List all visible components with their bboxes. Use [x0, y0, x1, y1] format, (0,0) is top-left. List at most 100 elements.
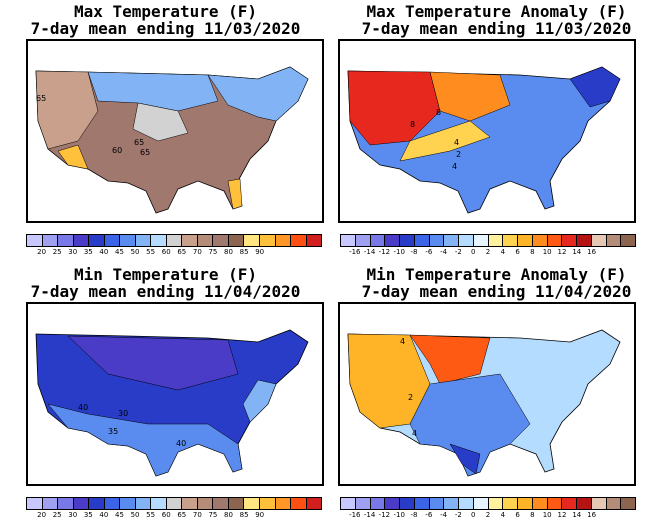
color-bar-tick: 65	[177, 511, 187, 519]
color-swatch	[473, 498, 489, 509]
color-bar-tick: -10	[393, 511, 405, 519]
color-swatch	[27, 235, 43, 246]
color-bar-tick: 60	[161, 511, 171, 519]
region-plains	[132, 102, 189, 142]
map-svg: 8 8 4 2 4	[340, 41, 634, 221]
region-west	[347, 333, 431, 429]
color-bar-tick: 0	[470, 511, 476, 519]
color-swatch	[414, 235, 430, 246]
color-bar-tick: 80	[224, 248, 233, 256]
color-bar-tick: 85	[239, 248, 249, 256]
color-swatch	[73, 235, 90, 246]
color-bar-tick: -2	[454, 248, 462, 256]
color-swatch	[228, 235, 245, 246]
color-bar-tick: -16	[349, 511, 361, 519]
color-bar-tick: 80	[224, 511, 233, 519]
color-bar-ticks: -16 -14 -12 -10 -8 -6 -4 -2 0 2 4 6 8 10 12 14 16	[340, 511, 636, 522]
color-swatch	[166, 235, 183, 246]
panel-min-temp: Min Temperature (F) 7-day mean ending 11…	[0, 263, 331, 526]
map-label: 65	[134, 138, 144, 147]
color-bar-tick: -6	[425, 511, 433, 519]
color-bar-tick: -6	[425, 248, 433, 256]
color-swatch	[42, 235, 59, 246]
color-bar-tick: 70	[192, 248, 202, 256]
color-bar-tick: 45	[115, 248, 124, 256]
color-bar-tick: 35	[83, 511, 93, 519]
map-label: 2	[456, 150, 461, 159]
color-bar-tick: -8	[410, 248, 418, 256]
color-swatch	[488, 498, 504, 509]
color-bar-tick: 16	[587, 511, 597, 519]
region-south	[409, 373, 531, 477]
region-texas	[449, 443, 481, 475]
region-north	[429, 71, 511, 122]
color-bar-tick: -10	[393, 248, 405, 256]
color-swatch	[400, 498, 415, 509]
color-bar	[26, 234, 322, 247]
color-bar-tick: 25	[52, 511, 62, 519]
color-bar-tick: 20	[37, 511, 47, 519]
color-swatch	[197, 498, 214, 509]
color-bar-tick: 6	[515, 248, 520, 256]
color-swatch	[259, 235, 276, 246]
color-bar	[26, 497, 322, 510]
color-swatch	[42, 498, 59, 509]
color-swatch	[213, 235, 229, 246]
map-label: 2	[408, 393, 413, 402]
map-label: 30	[118, 409, 128, 418]
map-max-anomaly: 8 8 4 2 4	[338, 39, 636, 223]
map-svg: 40 30 35 40	[28, 304, 322, 484]
color-swatch	[385, 235, 400, 246]
color-swatch	[459, 235, 474, 246]
color-swatch	[259, 498, 276, 509]
color-bar-tick: 30	[68, 511, 78, 519]
color-bar-tick: 55	[146, 248, 156, 256]
color-swatch	[547, 498, 563, 509]
color-bar-tick: 4	[500, 511, 506, 519]
color-bar-tick: -12	[378, 511, 391, 519]
map-label: 60	[112, 146, 122, 155]
color-bar-ticks: 20 25 30 35 40 45 50 55 60 65 70 75 80 85 90	[26, 511, 322, 522]
color-bar-tick: 10	[542, 511, 552, 519]
color-bar-tick: 35	[83, 248, 93, 256]
color-bar-tick: 10	[542, 248, 552, 256]
color-swatch	[473, 235, 489, 246]
color-swatch	[151, 235, 167, 246]
color-bar-tick: 50	[130, 248, 140, 256]
region-deep	[67, 335, 239, 391]
panel-subtitle: 7-day mean ending 11/04/2020	[361, 282, 632, 301]
color-swatch	[275, 498, 292, 509]
color-swatch	[355, 235, 371, 246]
panel-subtitle: 7-day mean ending 11/03/2020	[361, 19, 632, 38]
color-swatch	[151, 498, 167, 509]
color-swatch	[306, 498, 322, 509]
color-swatch	[275, 235, 292, 246]
color-swatch	[444, 498, 459, 509]
color-bar-tick: 0	[470, 248, 476, 256]
color-swatch	[429, 498, 445, 509]
map-svg: 4 2 4	[340, 304, 634, 484]
map-max-temp: 65 60 65 65	[26, 39, 324, 223]
color-swatch	[27, 498, 43, 509]
map-label: 40	[176, 439, 186, 448]
color-bar-tick: 16	[587, 248, 597, 256]
region-south	[47, 403, 243, 477]
color-swatch	[532, 498, 548, 509]
color-swatch	[197, 235, 214, 246]
color-swatch	[166, 498, 183, 509]
color-bar	[340, 497, 636, 510]
map-label: 4	[454, 138, 459, 147]
color-bar-ticks: 20 25 30 35 40 45 50 55 60 65 70 75 80 85 90	[26, 248, 322, 259]
color-swatch	[562, 235, 577, 246]
color-bar-tick: 90	[255, 248, 265, 256]
map-min-anomaly: 4 2 4	[338, 302, 636, 486]
map-label: 8	[410, 120, 415, 129]
color-bar-tick: 14	[572, 511, 582, 519]
color-swatch	[429, 235, 445, 246]
panel-max-temp: Max Temperature (F) 7-day mean ending 11…	[0, 0, 331, 263]
region-coast	[242, 379, 277, 423]
color-swatch	[503, 498, 518, 509]
color-bar-tick: 70	[192, 511, 202, 519]
color-bar-tick: 40	[99, 248, 109, 256]
color-swatch	[228, 498, 245, 509]
